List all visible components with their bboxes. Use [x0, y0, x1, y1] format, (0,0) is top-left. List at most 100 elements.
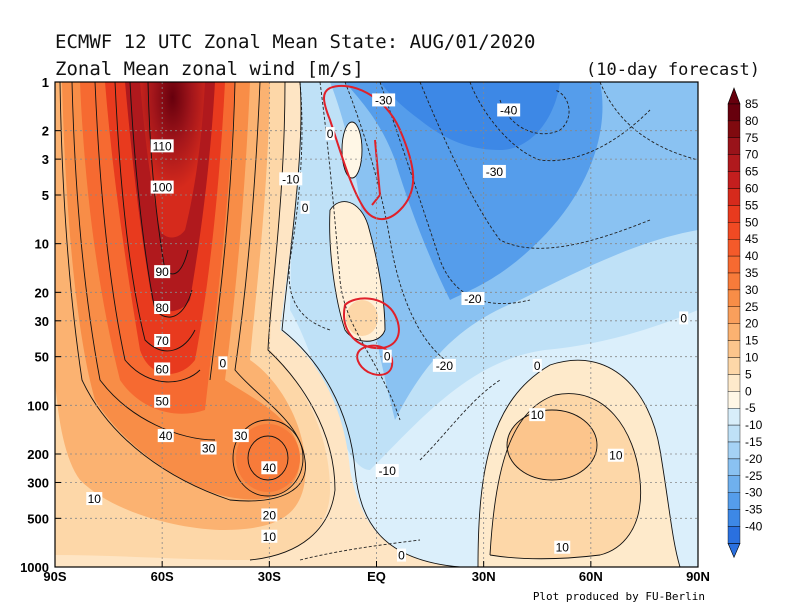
chart-title: ECMWF 12 UTC Zonal Mean State: AUG/01/20…: [55, 31, 535, 53]
contour-label-bg: [86, 492, 103, 506]
y-tick-label: 100: [27, 398, 49, 413]
contour-label-bg: [325, 127, 335, 141]
colorbar-swatch: [727, 408, 741, 426]
x-tick-label: EQ: [367, 569, 386, 584]
colorbar-label: 5: [745, 367, 752, 381]
contour-label-bg: [261, 461, 278, 475]
contour-label-bg: [482, 164, 506, 178]
colorbar-swatch: [727, 289, 741, 307]
colorbar-bottom-arrow: [727, 543, 741, 559]
y-tick-label: 200: [27, 447, 49, 462]
contour-label-bg: [154, 394, 171, 408]
contour-label: 10: [556, 541, 570, 555]
contour-label-bg: [679, 311, 689, 325]
colorbar-top-arrow: [727, 87, 741, 105]
contour-label: 80: [155, 301, 169, 315]
contour-label: -30: [375, 93, 393, 107]
contour-label: -30: [486, 165, 504, 179]
contour-label-bg: [150, 180, 174, 194]
contour-label-bg: [532, 358, 542, 372]
colorbar-label: 80: [745, 114, 759, 128]
contour-label: 0: [302, 201, 309, 215]
colorbar-label: 40: [745, 249, 759, 263]
contour-label-bg: [375, 464, 399, 478]
colorbar-swatch: [727, 120, 741, 139]
contour-label-bg: [150, 139, 174, 153]
westerly-contours: [59, 82, 681, 567]
contour-label-bg: [397, 548, 407, 562]
colorbar-swatch: [727, 458, 741, 476]
colorbar-label: -40: [745, 520, 763, 534]
contour-label: 0: [220, 356, 227, 370]
contour-label-bg: [154, 265, 171, 279]
colorbar-swatch: [727, 255, 741, 274]
chart-subtitle: Zonal Mean zonal wind [m/s]: [55, 58, 364, 80]
colorbar-label: -20: [745, 452, 763, 466]
contour-label: 10: [531, 408, 545, 422]
easterly-max: [380, 82, 560, 150]
y-tick-label: 10: [35, 237, 49, 252]
colorbar-label: -10: [745, 418, 763, 432]
colorbar-label: 15: [745, 334, 759, 348]
contour-label: 70: [155, 334, 169, 348]
colorbar-swatch: [727, 323, 741, 341]
colorbar-swatch: [727, 103, 741, 122]
y-tick-label: 20: [35, 285, 49, 300]
contour-label: 10: [88, 492, 102, 506]
x-tick-label: 90N: [686, 569, 710, 584]
contour-label: 0: [398, 549, 405, 563]
colorbar-swatch: [727, 357, 741, 375]
contour-label-bg: [157, 429, 174, 443]
colorbar-swatch: [727, 374, 741, 392]
contour-label: 40: [159, 429, 173, 443]
contour-label: 0: [384, 350, 391, 364]
colorbar-swatch: [727, 238, 741, 257]
colorbar-label: 85: [745, 97, 759, 111]
colorbar-swatch: [727, 340, 741, 358]
y-axis: 1 2 3 5 10 20 30 50 100 200 300 500 1000: [20, 75, 61, 575]
contour-label-bg: [154, 362, 171, 376]
contour-label: 20: [263, 508, 277, 522]
colorbar-label: 45: [745, 232, 759, 246]
contour-label: 0: [680, 311, 687, 325]
contour-label-bg: [261, 529, 278, 543]
contour-label: -10: [379, 464, 397, 478]
forecast-label: (10-day forecast): [586, 60, 760, 80]
colorbar-swatch: [727, 154, 741, 172]
y-tick-label: 300: [27, 475, 49, 490]
contour-label: -10: [282, 172, 300, 186]
contour-label: 100: [152, 181, 172, 195]
contour-label: 50: [155, 395, 169, 409]
sh-secondary-max: [236, 424, 300, 492]
colorbar-label: 50: [745, 215, 759, 229]
colorbar-label: 70: [745, 148, 759, 162]
colorbar-swatch: [727, 222, 741, 240]
upper-westerly-patch: [342, 122, 362, 178]
contour-label-bg: [279, 172, 303, 186]
y-tick-label: 50: [35, 350, 49, 365]
colorbar-swatch: [727, 492, 741, 510]
colorbar-label: 25: [745, 300, 759, 314]
contour-label-bg: [372, 93, 396, 107]
y-tick-label: 5: [42, 188, 49, 203]
contour-label-bg: [461, 292, 485, 306]
colorbar-label: 30: [745, 283, 759, 297]
contour-label: 0: [327, 127, 334, 141]
contour-label: 0: [534, 359, 541, 373]
contour-field: [55, 82, 698, 567]
colorbar-label: 60: [745, 182, 759, 196]
colorbar-label: -25: [745, 469, 763, 483]
contour-label-bg: [154, 333, 171, 347]
contour-label-bg: [432, 358, 456, 372]
colorbar-label: 20: [745, 317, 759, 331]
y-tick-label: 1: [42, 75, 49, 90]
x-tick-label: 90S: [43, 569, 66, 584]
colorbar-label: -15: [745, 435, 763, 449]
colorbar-label: 75: [745, 131, 759, 145]
colorbar-swatch: [727, 475, 741, 493]
contour-label: 60: [155, 362, 169, 376]
sh-jet-core: [140, 82, 205, 238]
x-axis: 90S 60S 30S EQ 30N 60N 90N: [43, 561, 710, 584]
contour-label-bg: [300, 200, 310, 214]
